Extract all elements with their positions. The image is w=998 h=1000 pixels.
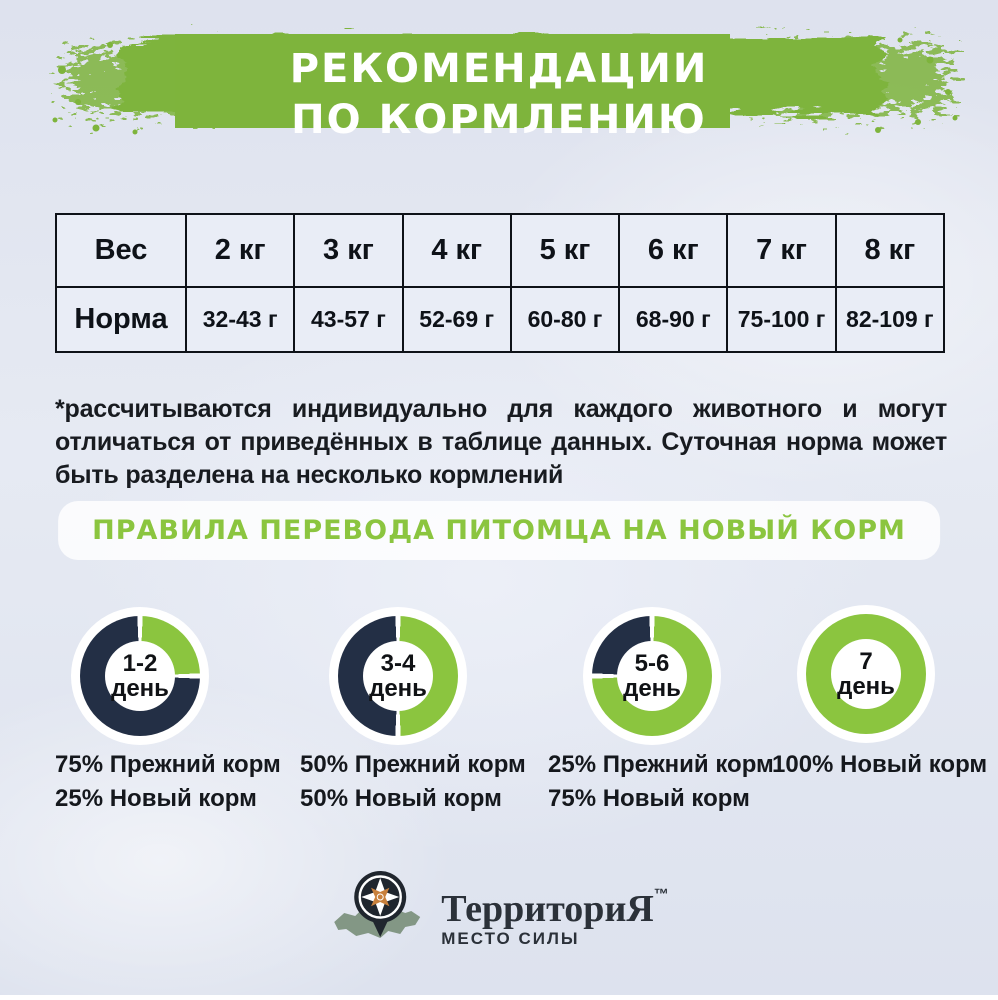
norm-cell: 32-43 г xyxy=(184,286,296,353)
new-food-share: 50% Новый корм xyxy=(300,785,502,812)
logo-text: ТерриториЯ™ Место силы xyxy=(441,868,669,949)
section-heading-pill: Правила перевода питомца на новый корм xyxy=(58,501,940,560)
norm-row-label: Норма xyxy=(55,286,187,353)
norm-cell: 82-109 г xyxy=(834,286,946,353)
banner-title-line1: Рекомендации xyxy=(289,46,709,92)
trademark-symbol: ™ xyxy=(653,886,669,903)
donut-day-word: день xyxy=(837,673,895,700)
weight-cell: 5 кг xyxy=(509,213,621,288)
old-food-share: 50% Прежний корм xyxy=(300,751,526,778)
step-label-days-5-6: 25% Прежний корм 75% Новый корм xyxy=(548,748,774,816)
donut-day-word: день xyxy=(111,675,169,702)
weight-cell: 8 кг xyxy=(834,213,946,288)
brand-name: ТерриториЯ™ xyxy=(441,876,669,928)
old-food-share: 25% Прежний корм xyxy=(548,751,774,778)
footnote-text: *рассчитываются индивидуально для каждог… xyxy=(55,395,947,489)
bottom-white-strip xyxy=(0,995,998,1000)
old-food-share: 75% Прежний корм xyxy=(55,751,281,778)
step-label-day-7: 100% Новый корм xyxy=(772,748,987,782)
banner-title: Рекомендации по кормлению xyxy=(0,44,998,146)
donut-day-range: 1-2 xyxy=(122,650,158,677)
new-food-share: 75% Новый корм xyxy=(548,785,750,812)
banner-title-line2: по кормлению xyxy=(291,97,707,143)
step-label-days-3-4: 50% Прежний корм 50% Новый корм xyxy=(300,748,526,816)
donut-day-word: день xyxy=(623,675,681,702)
weight-cell: 3 кг xyxy=(293,213,404,288)
weight-cell: 7 кг xyxy=(726,213,837,288)
donut-center: 5-6 день xyxy=(617,641,687,711)
donut-day-range: 3-4 xyxy=(380,650,416,677)
donut-chart-day-7: 7 день xyxy=(797,605,935,743)
step-label-days-1-2: 75% Прежний корм 25% Новый корм xyxy=(55,748,281,816)
donut-chart-days-5-6: 5-6 день xyxy=(583,607,721,745)
banner-grunge-shape xyxy=(52,34,958,135)
norm-cell: 52-69 г xyxy=(401,286,512,353)
norm-cell: 75-100 г xyxy=(726,286,837,353)
donut-chart-days-3-4: 3-4 день xyxy=(329,607,467,745)
new-food-share: 100% Новый корм xyxy=(772,751,988,778)
brand-tagline: Место силы xyxy=(441,929,580,948)
donut-center: 1-2 день xyxy=(105,641,175,711)
norm-cell: 60-80 г xyxy=(509,286,621,353)
brand-logo: ТерриториЯ™ Место силы xyxy=(329,868,669,962)
weight-cell: 6 кг xyxy=(618,213,729,288)
norm-cell: 43-57 г xyxy=(293,286,404,353)
weight-cell: 4 кг xyxy=(401,213,512,288)
brand-wordmark: ТерриториЯ xyxy=(441,888,654,930)
new-food-share: 25% Новый корм xyxy=(55,785,257,812)
donut-center: 7 день xyxy=(831,639,901,709)
section-title: Правила перевода питомца на новый корм xyxy=(92,515,906,546)
compass-map-pin-icon xyxy=(334,871,421,938)
donut-center: 3-4 день xyxy=(363,641,433,711)
weight-cell: 2 кг xyxy=(184,213,296,288)
donut-day-range: 5-6 xyxy=(634,650,670,677)
weight-row-label: Вес xyxy=(55,213,187,288)
donut-day-word: день xyxy=(369,675,427,702)
norm-cell: 68-90 г xyxy=(618,286,729,353)
feeding-table: Вес 2 кг 3 кг 4 кг 5 кг 6 кг 7 кг 8 кг Н… xyxy=(55,213,946,353)
feeding-recommendations-banner: Рекомендации по кормлению xyxy=(0,0,998,170)
donut-day-range: 7 xyxy=(859,648,873,675)
donut-chart-days-1-2: 1-2 день xyxy=(71,607,209,745)
